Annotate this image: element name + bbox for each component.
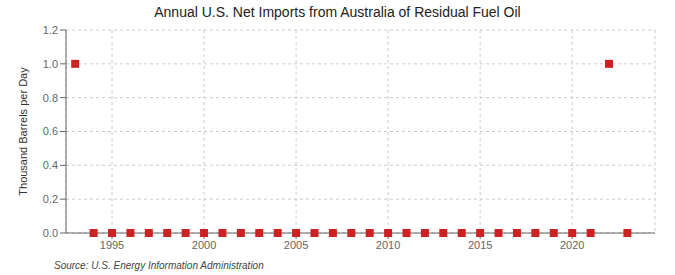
svg-text:2000: 2000 — [192, 239, 216, 251]
svg-text:1.0: 1.0 — [43, 58, 58, 70]
svg-text:2005: 2005 — [284, 239, 308, 251]
svg-text:2020: 2020 — [560, 239, 584, 251]
html-text:Source: U.S. Energy Informatio: Source: U.S. Energy Information Administ… — [54, 260, 264, 271]
svg-text:1.2: 1.2 — [43, 24, 58, 36]
svg-text:0.2: 0.2 — [43, 193, 58, 205]
svg-text:2015: 2015 — [468, 239, 492, 251]
svg-text:0.4: 0.4 — [43, 159, 58, 171]
svg-text:2010: 2010 — [376, 239, 400, 251]
svg-text:Thousand Barrels per Day: Thousand Barrels per Day — [17, 67, 29, 196]
svg-text:0.0: 0.0 — [43, 227, 58, 239]
svg-text:0.8: 0.8 — [43, 92, 58, 104]
svg-text:0.6: 0.6 — [43, 125, 58, 137]
svg-text:1995: 1995 — [100, 239, 124, 251]
html-text:Annual U.S. Net Imports from A: Annual U.S. Net Imports from Australia o… — [154, 4, 521, 20]
